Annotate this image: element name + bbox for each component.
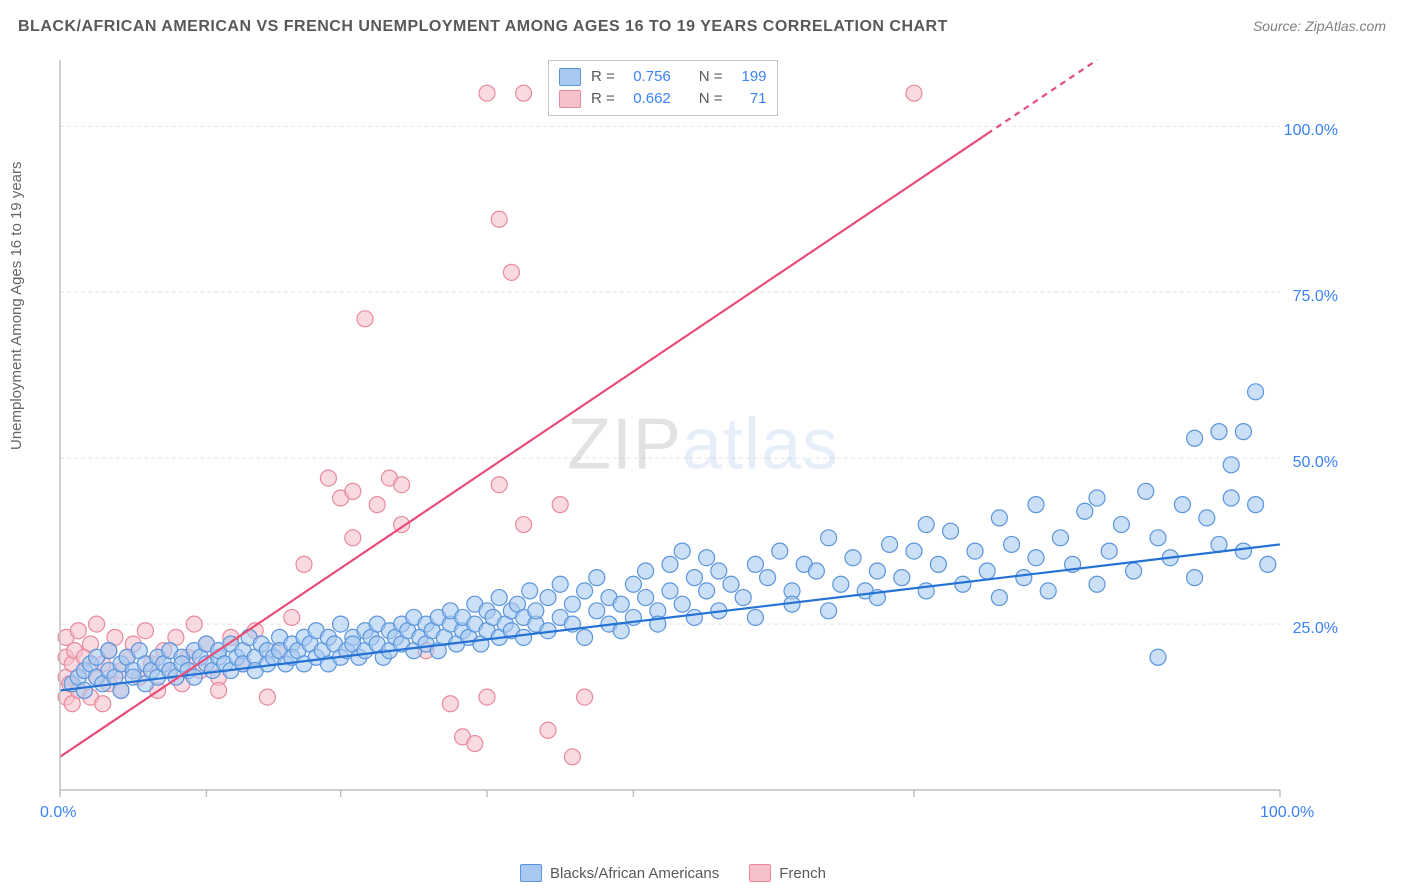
x-tick-label: 100.0%	[1260, 804, 1314, 822]
chart-title: BLACK/AFRICAN AMERICAN VS FRENCH UNEMPLO…	[18, 18, 948, 36]
legend-label: Blacks/African Americans	[550, 865, 719, 882]
n-value: 199	[733, 66, 767, 88]
n-label: N =	[699, 88, 723, 110]
r-label: R =	[591, 66, 615, 88]
legend-swatch	[559, 68, 581, 86]
y-tick-label: 100.0%	[1284, 122, 1338, 140]
bottom-legend: Blacks/African Americans French	[520, 864, 826, 882]
stats-legend: R = 0.756 N = 199 R = 0.662 N = 71	[548, 60, 778, 116]
stats-row: R = 0.662 N = 71	[559, 88, 767, 110]
r-label: R =	[591, 88, 615, 110]
source-text: Source: ZipAtlas.com	[1253, 18, 1386, 34]
x-tick-label: 0.0%	[40, 804, 76, 822]
legend-swatch	[559, 90, 581, 108]
legend-item: French	[749, 864, 826, 882]
legend-swatch	[520, 864, 542, 882]
n-label: N =	[699, 66, 723, 88]
legend-swatch	[749, 864, 771, 882]
legend-label: French	[779, 865, 826, 882]
stats-row: R = 0.756 N = 199	[559, 66, 767, 88]
r-value: 0.756	[625, 66, 671, 88]
chart-area: 25.0%50.0%75.0%100.0% 0.0%100.0%	[50, 50, 1340, 830]
y-tick-label: 25.0%	[1293, 620, 1338, 638]
scatter-plot	[50, 50, 1340, 830]
y-axis-label: Unemployment Among Ages 16 to 19 years	[8, 161, 25, 450]
y-tick-label: 50.0%	[1293, 454, 1338, 472]
r-value: 0.662	[625, 88, 671, 110]
y-tick-label: 75.0%	[1293, 288, 1338, 306]
legend-item: Blacks/African Americans	[520, 864, 719, 882]
n-value: 71	[733, 88, 767, 110]
